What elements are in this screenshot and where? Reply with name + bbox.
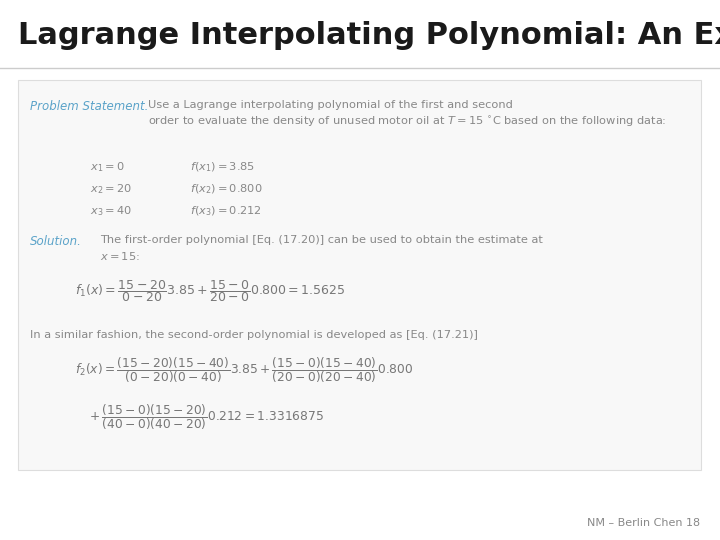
Text: Use a Lagrange interpolating polynomial of the first and second
order to evaluat: Use a Lagrange interpolating polynomial …	[148, 100, 667, 129]
Text: $x_3 = 40$: $x_3 = 40$	[90, 204, 132, 218]
Text: $x_1 = 0$: $x_1 = 0$	[90, 160, 125, 174]
Text: $\quad + \dfrac{(15-0)(15-20)}{(40-0)(40-20)}0.212 = 1.3316875$: $\quad + \dfrac{(15-0)(15-20)}{(40-0)(40…	[75, 402, 324, 432]
FancyBboxPatch shape	[18, 80, 701, 470]
Text: $f(x_2) = 0.800$: $f(x_2) = 0.800$	[190, 182, 263, 195]
Text: Problem Statement.: Problem Statement.	[30, 100, 148, 113]
Text: NM – Berlin Chen 18: NM – Berlin Chen 18	[587, 518, 700, 528]
Text: $f_1(x) = \dfrac{15-20}{0-20}3.85 + \dfrac{15-0}{20-0}0.800 = 1.5625$: $f_1(x) = \dfrac{15-20}{0-20}3.85 + \dfr…	[75, 278, 346, 304]
Text: In a similar fashion, the second-order polynomial is developed as [Eq. (17.21)]: In a similar fashion, the second-order p…	[30, 330, 478, 340]
Text: $f(x_1) = 3.85$: $f(x_1) = 3.85$	[190, 160, 255, 173]
Text: The first-order polynomial [Eq. (17.20)] can be used to obtain the estimate at
$: The first-order polynomial [Eq. (17.20)]…	[100, 235, 543, 262]
Text: $x_2 = 20$: $x_2 = 20$	[90, 182, 132, 196]
Text: Lagrange Interpolating Polynomial: An Example: Lagrange Interpolating Polynomial: An Ex…	[18, 21, 720, 50]
Text: Solution.: Solution.	[30, 235, 82, 248]
FancyBboxPatch shape	[0, 0, 720, 68]
Text: $f_2(x) = \dfrac{(15-20)(15-40)}{(0-20)(0-40)}3.85 + \dfrac{(15-0)(15-40)}{(20-0: $f_2(x) = \dfrac{(15-20)(15-40)}{(0-20)(…	[75, 355, 413, 385]
Text: $f(x_3) = 0.212$: $f(x_3) = 0.212$	[190, 204, 261, 218]
